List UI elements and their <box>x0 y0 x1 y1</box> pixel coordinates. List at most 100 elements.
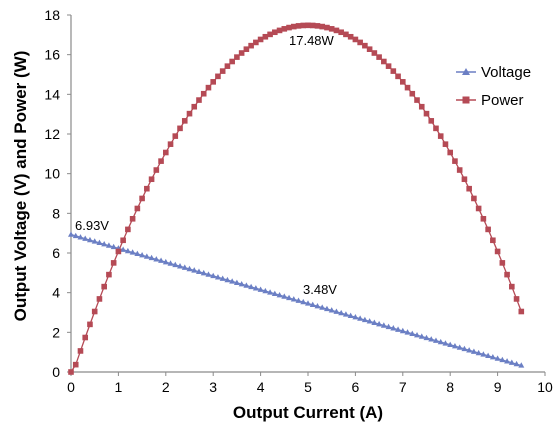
data-point-power <box>309 22 316 29</box>
data-point-power <box>229 58 235 65</box>
data-point-voltage <box>110 243 117 250</box>
data-point-power <box>262 33 269 40</box>
data-point-power <box>144 185 150 192</box>
data-point-power <box>219 68 226 74</box>
x-tick-label: 9 <box>494 379 502 395</box>
data-point-voltage <box>105 242 112 248</box>
data-point-voltage <box>385 323 392 330</box>
data-point-voltage <box>518 362 525 368</box>
y-tick-label: 8 <box>52 205 60 221</box>
data-point-voltage <box>513 360 520 367</box>
data-point-power <box>404 84 411 91</box>
x-tick-label: 1 <box>115 379 123 395</box>
data-point-power <box>243 46 250 52</box>
data-point-power <box>319 23 326 30</box>
data-point-power <box>452 158 458 164</box>
data-point-voltage <box>186 265 193 272</box>
data-point-power <box>418 103 425 110</box>
data-point-power <box>343 31 349 38</box>
data-point-power <box>485 226 491 233</box>
data-point-voltage <box>262 287 269 294</box>
data-point-voltage <box>300 298 307 305</box>
data-point-power <box>414 97 420 103</box>
x-axis-title: Output Current (A) <box>233 403 383 422</box>
data-point-voltage <box>418 333 425 339</box>
data-point-voltage <box>82 235 89 241</box>
data-point-voltage <box>437 338 444 345</box>
data-point-power <box>324 24 330 31</box>
data-point-voltage <box>129 249 136 255</box>
data-point-power <box>134 205 141 212</box>
data-point-voltage <box>494 355 501 361</box>
data-point-power <box>286 24 292 31</box>
data-point-power <box>267 31 273 38</box>
legend-voltage-label: Voltage <box>481 64 531 81</box>
data-point-power <box>101 283 107 290</box>
data-point-voltage <box>323 305 330 312</box>
data-point-power <box>191 103 198 110</box>
data-point-power <box>499 260 506 266</box>
data-point-voltage <box>276 291 283 298</box>
data-point-voltage <box>499 356 506 363</box>
annotation-voltage-start: 6.93V <box>75 218 109 233</box>
y-tick-label: 10 <box>44 166 60 182</box>
data-point-voltage <box>442 340 449 346</box>
data-point-power <box>281 26 288 32</box>
data-point-voltage <box>86 236 93 243</box>
data-point-power <box>253 39 259 46</box>
data-point-power <box>125 226 131 233</box>
data-point-power <box>224 63 231 69</box>
data-point-voltage <box>371 319 378 325</box>
data-point-voltage <box>214 274 221 280</box>
data-point-voltage <box>124 247 131 254</box>
data-point-voltage <box>470 348 477 354</box>
data-point-power <box>129 215 136 222</box>
x-tick-label: 5 <box>304 379 312 395</box>
data-point-voltage <box>380 322 387 328</box>
data-point-power <box>215 73 221 80</box>
data-point-voltage <box>475 349 482 356</box>
data-point-voltage <box>395 326 402 332</box>
data-point-voltage <box>485 352 492 359</box>
data-point-voltage <box>290 296 297 302</box>
data-point-power <box>461 176 468 183</box>
data-point-power <box>167 141 174 147</box>
data-point-power <box>456 167 463 173</box>
data-point-power <box>366 46 373 52</box>
data-point-voltage <box>309 301 316 308</box>
data-point-voltage <box>432 337 439 343</box>
data-point-power <box>186 110 193 117</box>
data-point-voltage <box>508 359 515 365</box>
data-point-voltage <box>342 311 349 317</box>
data-point-voltage <box>267 289 274 295</box>
data-point-voltage <box>480 351 487 357</box>
data-point-voltage <box>229 278 236 284</box>
data-point-power <box>139 195 145 202</box>
data-point-power <box>400 79 406 85</box>
y-tick-label: 16 <box>44 47 60 63</box>
data-point-voltage <box>243 282 250 288</box>
data-point-power <box>423 110 430 117</box>
data-point-voltage <box>238 280 245 287</box>
data-point-power <box>381 58 387 65</box>
data-point-power <box>148 176 155 183</box>
data-point-voltage <box>423 334 430 341</box>
data-point-voltage <box>357 315 364 321</box>
data-point-voltage <box>167 260 174 266</box>
data-point-power <box>433 125 439 132</box>
data-point-voltage <box>489 353 496 360</box>
data-point-power <box>77 348 84 354</box>
data-point-voltage <box>139 252 146 258</box>
data-point-voltage <box>148 254 155 261</box>
data-point-voltage <box>328 307 335 313</box>
data-point-power <box>248 42 254 49</box>
data-point-voltage <box>333 308 340 314</box>
data-point-power <box>305 22 311 29</box>
data-point-power <box>352 36 359 43</box>
data-point-power <box>87 321 93 328</box>
data-point-voltage <box>143 253 150 259</box>
data-point-voltage <box>281 293 288 299</box>
data-point-voltage <box>96 239 103 246</box>
x-tick-label: 10 <box>537 379 553 395</box>
x-tick-label: 4 <box>257 379 265 395</box>
